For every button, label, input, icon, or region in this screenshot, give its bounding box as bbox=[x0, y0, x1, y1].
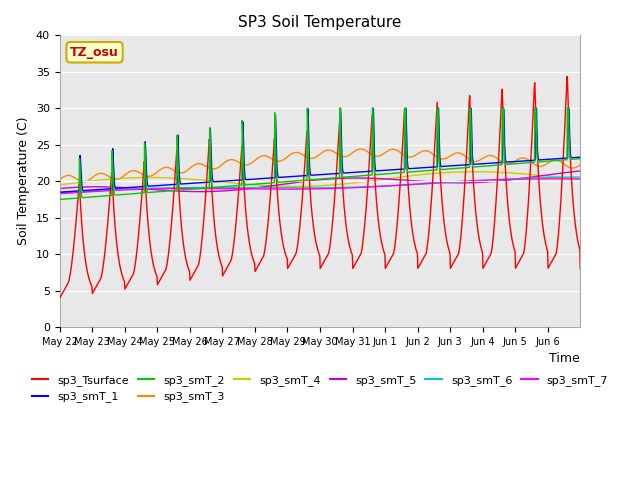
sp3_smT_2 bbox=[577, 156, 584, 161]
sp3_smT_4 bbox=[297, 183, 305, 189]
sp3_smT_3 bbox=[138, 171, 145, 177]
sp3_smT_7 bbox=[577, 176, 584, 182]
sp3_smT_7 bbox=[296, 186, 304, 192]
Line: sp3_smT_3: sp3_smT_3 bbox=[60, 149, 580, 182]
sp3_smT_1 bbox=[519, 158, 527, 164]
sp3_smT_4 bbox=[570, 176, 578, 181]
sp3_smT_7 bbox=[306, 186, 314, 192]
sp3_smT_5 bbox=[519, 175, 527, 181]
Line: sp3_smT_7: sp3_smT_7 bbox=[60, 179, 580, 193]
sp3_smT_4 bbox=[307, 183, 314, 189]
Text: TZ_osu: TZ_osu bbox=[70, 46, 119, 59]
Legend: sp3_Tsurface, sp3_smT_1, sp3_smT_2, sp3_smT_3, sp3_smT_4, sp3_smT_5, sp3_smT_6, : sp3_Tsurface, sp3_smT_1, sp3_smT_2, sp3_… bbox=[28, 371, 612, 407]
sp3_smT_2 bbox=[138, 190, 145, 196]
sp3_Tsurface bbox=[519, 252, 527, 258]
sp3_smT_2 bbox=[296, 178, 304, 183]
sp3_Tsurface bbox=[563, 73, 571, 79]
sp3_smT_4 bbox=[520, 171, 527, 177]
sp3_Tsurface bbox=[442, 235, 450, 241]
sp3_smT_1 bbox=[296, 173, 304, 179]
sp3_smT_3 bbox=[357, 146, 365, 152]
sp3_smT_4 bbox=[292, 183, 300, 189]
sp3_smT_3 bbox=[577, 162, 584, 168]
sp3_smT_7 bbox=[56, 191, 63, 196]
sp3_smT_6 bbox=[138, 186, 145, 192]
sp3_smT_5 bbox=[138, 186, 145, 192]
sp3_smT_6 bbox=[306, 185, 314, 191]
sp3_smT_5 bbox=[577, 168, 584, 174]
sp3_Tsurface bbox=[570, 207, 578, 213]
Y-axis label: Soil Temperature (C): Soil Temperature (C) bbox=[17, 117, 30, 245]
sp3_smT_5 bbox=[56, 186, 63, 192]
sp3_smT_7 bbox=[519, 176, 527, 182]
sp3_smT_6 bbox=[519, 176, 527, 181]
Line: sp3_Tsurface: sp3_Tsurface bbox=[60, 76, 580, 298]
sp3_smT_6 bbox=[577, 174, 584, 180]
sp3_smT_1 bbox=[443, 163, 451, 169]
Line: sp3_smT_2: sp3_smT_2 bbox=[60, 108, 580, 200]
sp3_smT_4 bbox=[138, 175, 145, 180]
sp3_smT_2 bbox=[570, 156, 578, 162]
sp3_smT_6 bbox=[570, 174, 577, 180]
sp3_smT_5 bbox=[196, 189, 204, 194]
X-axis label: Time: Time bbox=[550, 352, 580, 365]
sp3_smT_2 bbox=[443, 166, 451, 172]
sp3_smT_7 bbox=[547, 176, 555, 182]
sp3_smT_1 bbox=[577, 154, 584, 160]
sp3_smT_5 bbox=[307, 178, 314, 183]
sp3_smT_3 bbox=[56, 177, 63, 182]
sp3_smT_1 bbox=[56, 189, 63, 195]
sp3_smT_3 bbox=[570, 165, 578, 171]
sp3_smT_5 bbox=[297, 179, 305, 185]
Line: sp3_smT_6: sp3_smT_6 bbox=[60, 177, 580, 193]
sp3_smT_4 bbox=[443, 169, 451, 175]
sp3_Tsurface bbox=[296, 220, 304, 226]
Line: sp3_smT_1: sp3_smT_1 bbox=[60, 108, 580, 192]
sp3_smT_6 bbox=[56, 190, 63, 196]
sp3_smT_4 bbox=[577, 176, 584, 182]
sp3_smT_2 bbox=[519, 160, 527, 166]
sp3_smT_2 bbox=[307, 177, 314, 182]
sp3_smT_1 bbox=[306, 168, 314, 174]
sp3_smT_5 bbox=[443, 180, 451, 185]
sp3_smT_1 bbox=[138, 184, 145, 190]
sp3_smT_4 bbox=[471, 169, 479, 175]
sp3_smT_1 bbox=[570, 155, 578, 160]
sp3_smT_3 bbox=[80, 179, 88, 185]
sp3_smT_7 bbox=[442, 180, 450, 185]
sp3_smT_6 bbox=[296, 185, 304, 191]
sp3_smT_7 bbox=[570, 176, 578, 182]
sp3_smT_3 bbox=[307, 156, 314, 161]
sp3_Tsurface bbox=[577, 266, 584, 272]
sp3_smT_2 bbox=[56, 197, 63, 203]
sp3_smT_4 bbox=[56, 182, 63, 188]
sp3_smT_6 bbox=[442, 180, 450, 186]
sp3_smT_1 bbox=[337, 106, 344, 111]
sp3_Tsurface bbox=[56, 295, 63, 301]
sp3_smT_3 bbox=[297, 151, 305, 156]
Line: sp3_smT_4: sp3_smT_4 bbox=[60, 172, 580, 186]
sp3_smT_2 bbox=[303, 106, 311, 111]
Title: SP3 Soil Temperature: SP3 Soil Temperature bbox=[238, 15, 402, 30]
sp3_smT_5 bbox=[570, 169, 578, 175]
sp3_smT_7 bbox=[138, 186, 145, 192]
sp3_smT_3 bbox=[443, 155, 451, 161]
sp3_Tsurface bbox=[306, 186, 314, 192]
sp3_smT_3 bbox=[520, 155, 527, 161]
Line: sp3_smT_5: sp3_smT_5 bbox=[60, 171, 580, 192]
sp3_Tsurface bbox=[138, 202, 145, 207]
